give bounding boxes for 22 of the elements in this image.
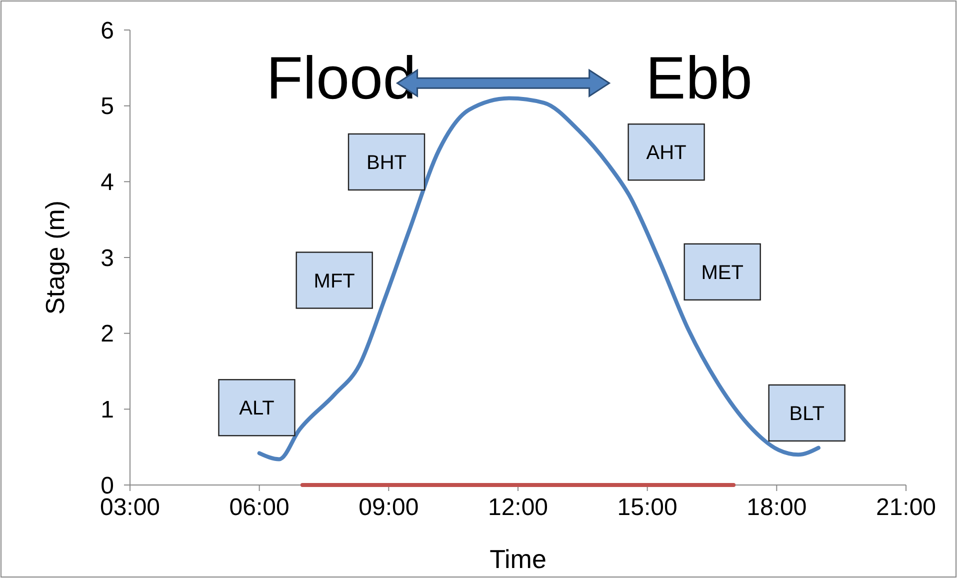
y-tick-label: 2 xyxy=(100,320,114,348)
y-tick-label: 3 xyxy=(100,244,114,272)
annotation: ALT xyxy=(239,398,274,420)
x-tick-label: 21:00 xyxy=(876,494,936,521)
y-tick-label: 1 xyxy=(100,396,114,424)
annotation: MFT xyxy=(314,270,355,292)
annotation: Ebb xyxy=(646,44,752,112)
annotation: Flood xyxy=(266,44,416,112)
annotation: AHT xyxy=(646,142,686,164)
annotation: BHT xyxy=(366,152,407,174)
annotation: BLT xyxy=(789,402,824,425)
x-tick-label: 09:00 xyxy=(358,494,419,521)
y-tick-label: 4 xyxy=(100,169,114,196)
y-tick-label: 6 xyxy=(100,17,114,44)
x-axis-title: Time xyxy=(490,544,546,574)
x-tick-label: 15:00 xyxy=(617,494,678,521)
y-tick-label: 5 xyxy=(100,93,114,120)
x-tick-label: 06:00 xyxy=(229,494,290,521)
annotation: MET xyxy=(701,262,744,284)
x-tick-label: 12:00 xyxy=(488,494,548,521)
x-tick-label: 18:00 xyxy=(746,494,807,521)
y-axis-title: Stage (m) xyxy=(40,200,70,315)
